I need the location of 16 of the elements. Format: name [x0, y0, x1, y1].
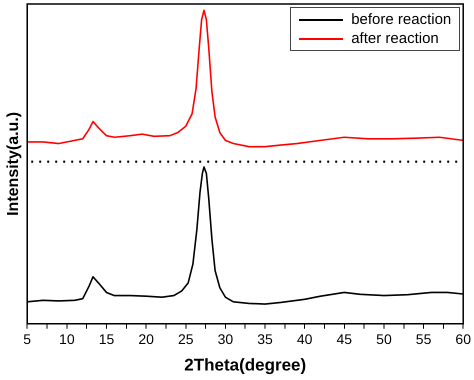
- y-axis-title: Intensity(a.u.): [5, 112, 22, 216]
- legend-label: before reaction: [351, 10, 452, 29]
- x-tick-label: 55: [416, 331, 432, 348]
- x-tick-label: 20: [138, 331, 154, 348]
- x-tick-label: 30: [218, 331, 234, 348]
- x-tick-label: 40: [296, 331, 313, 348]
- x-axis-title: 2Theta(degree): [184, 355, 306, 374]
- x-tick-label: 5: [23, 331, 32, 348]
- x-tick-label: 60: [455, 331, 472, 348]
- legend-label: after reaction: [351, 29, 439, 48]
- x-tick-label: 25: [178, 331, 194, 348]
- x-tick-label: 10: [59, 331, 75, 348]
- x-tick-label: 45: [336, 331, 352, 348]
- x-tick-label: 15: [98, 331, 114, 348]
- x-tick-label: 35: [257, 331, 274, 348]
- x-tick-label: 50: [376, 331, 392, 348]
